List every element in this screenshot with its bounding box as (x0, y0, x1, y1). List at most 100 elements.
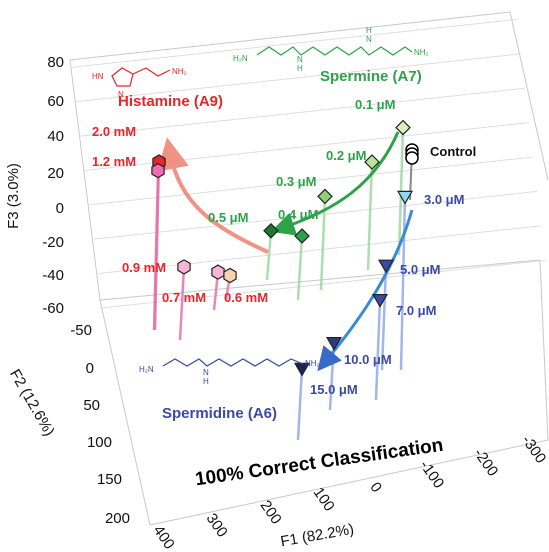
spermine-trend-arrow (270, 131, 400, 236)
z-tick-label: 80 (47, 54, 64, 71)
data-label: 1.2 mM (92, 154, 136, 169)
data-label: 0.5 μM (208, 210, 248, 225)
drop-line (296, 235, 304, 301)
x-axis-label: F1 (82.2%) (279, 521, 355, 551)
z-gridline (87, 156, 534, 206)
z-gridline (70, 18, 517, 68)
structure-text: H (203, 377, 209, 386)
data-label: 0.2 μM (326, 148, 366, 163)
data-label: 0.1 μM (355, 97, 395, 112)
data-label: 3.0 μM (424, 192, 464, 207)
drop-line (319, 196, 327, 291)
z-axis-label: F3 (3.0%) (5, 163, 22, 229)
z-axis-ticks: 80 60 40 20 0 -20 -40 -60 (42, 54, 64, 317)
data-label: 0.4 μM (278, 207, 318, 222)
structure-text: N (118, 90, 124, 99)
structure-text: NH₂ (305, 359, 320, 368)
spermine-labels: Spermine (A7) 0.1 μM 0.2 μM 0.3 μM 0.4 μ… (208, 68, 422, 225)
structure-text: H₂N (233, 54, 248, 63)
x-tick-label: 300 (203, 510, 231, 540)
data-point-marker (377, 259, 395, 274)
structure-text: NH₂ (414, 48, 429, 57)
z-gridline (79, 87, 525, 137)
data-point-marker (151, 162, 165, 179)
structure-text: H (297, 64, 303, 73)
drop-line (178, 266, 186, 341)
histamine-structure (111, 67, 171, 87)
data-point-marker (317, 188, 333, 205)
data-label: 10.0 μM (344, 352, 392, 367)
drop-line (366, 161, 374, 271)
plot-box (69, 11, 549, 526)
spermine-structure (256, 46, 413, 56)
structure-text: N (366, 35, 372, 44)
y-tick-label: 50 (83, 397, 100, 414)
y-tick-label: -50 (70, 322, 92, 339)
histamine-trend-arrow (157, 137, 269, 254)
z-gridline (74, 53, 521, 103)
z-tick-label: 0 (56, 200, 64, 217)
drop-line (380, 265, 388, 371)
spermidine-labels: 3.0 μM 5.0 μM 7.0 μM 10.0 μM 15.0 μM Spe… (162, 192, 464, 422)
histamine-series-label: Histamine (A9) (118, 93, 223, 110)
data-point-marker (294, 228, 310, 244)
z-tick-label: 40 (47, 128, 64, 145)
control-label: Control (430, 144, 476, 159)
drop-line (152, 170, 160, 331)
data-point-marker (396, 190, 414, 205)
spermidine-trend-arrow (317, 209, 414, 372)
data-point-marker (211, 264, 225, 280)
structure-text: N (203, 368, 209, 377)
data-label: 0.9 mM (122, 260, 166, 275)
data-label: 0.3 μM (276, 174, 316, 189)
drop-line (374, 299, 382, 401)
spermine-series-label: Spermine (A7) (320, 68, 422, 85)
y-axis-label: F2 (12.6%) (6, 366, 58, 439)
z-tick-label: -20 (42, 234, 64, 251)
data-point-marker (177, 259, 191, 275)
drop-line (265, 230, 273, 281)
y-tick-label: 150 (97, 471, 122, 488)
x-tick-label: -300 (518, 432, 549, 466)
data-label: 7.0 μM (396, 303, 436, 318)
structure-text: H (366, 26, 372, 35)
data-label: 15.0 μM (310, 382, 358, 397)
x-tick-label: 0 (366, 479, 385, 496)
structure-text: N (297, 55, 303, 64)
z-tick-label: 20 (47, 165, 64, 182)
data-point-marker (263, 222, 279, 239)
data-label: 0.6 mM (224, 290, 268, 305)
data-point-marker (371, 294, 389, 308)
data-label: 0.7 mM (162, 290, 206, 305)
z-tick-label: -60 (42, 300, 64, 317)
data-point-marker (395, 119, 411, 136)
data-point-marker (364, 154, 380, 170)
x-tick-label: 400 (150, 522, 178, 552)
data-point-marker (223, 267, 237, 284)
structure-text: HN (92, 72, 104, 81)
data-label: 5.0 μM (400, 262, 440, 277)
z-gridline (99, 259, 546, 309)
drop-line (399, 196, 407, 371)
control-marker (405, 151, 419, 165)
classification-annotation: 100% Correct Classification (194, 435, 445, 491)
data-point-marker (325, 337, 343, 351)
z-tick-label: 60 (47, 93, 64, 110)
y-tick-label: 0 (86, 360, 94, 377)
spermidine-series-label: Spermidine (A6) (162, 405, 277, 422)
z-tick-label: -40 (42, 267, 64, 284)
y-tick-label: 100 (87, 434, 112, 451)
x-tick-label: -200 (470, 445, 501, 479)
histamine-labels: Histamine (A9) 2.0 mM 1.2 mM 0.9 mM 0.7 … (92, 93, 268, 305)
structure-text: NH₂ (172, 67, 187, 76)
data-markers (151, 119, 419, 377)
spermidine-structure (162, 358, 304, 367)
drop-line (296, 368, 304, 441)
data-label: 2.0 mM (92, 124, 136, 139)
z-gridline (95, 225, 542, 275)
x-tick-label: 100 (310, 484, 338, 514)
y-tick-label: 200 (105, 510, 130, 527)
y-axis-ticks: -50 0 50 100 150 200 (70, 322, 130, 527)
structure-text: H₂N (139, 365, 154, 374)
